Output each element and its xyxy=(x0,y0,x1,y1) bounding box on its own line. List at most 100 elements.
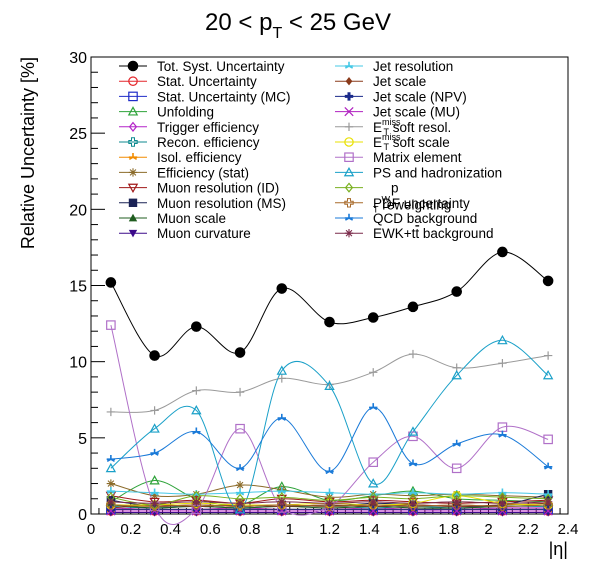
data-point xyxy=(543,489,553,497)
legend-label: Trigger efficiency xyxy=(157,120,259,135)
x-tick-label: 0.6 xyxy=(200,521,221,538)
data-point xyxy=(325,493,334,502)
legend-label: Stat. Uncertainty (MC) xyxy=(157,89,291,104)
data-point xyxy=(498,358,507,368)
data-point xyxy=(407,301,419,313)
legend-label: Muon scale xyxy=(157,211,226,226)
data-point xyxy=(498,488,507,496)
data-point xyxy=(543,434,553,445)
data-point xyxy=(235,464,245,472)
x-tick-label: 2.2 xyxy=(518,521,539,538)
legend-marker xyxy=(344,122,354,131)
chart-title-subscript: T xyxy=(272,25,282,42)
data-point xyxy=(106,479,116,488)
legend-marker xyxy=(344,152,354,162)
legend-entry: Recon. efficiency xyxy=(119,135,260,150)
data-point xyxy=(325,488,334,496)
data-point xyxy=(408,499,418,508)
data-point xyxy=(408,431,418,442)
data-point xyxy=(497,246,508,258)
data-point xyxy=(106,407,116,417)
legend-entry: Stat. Uncertainty xyxy=(119,74,257,89)
legend-entry: PS and hadronization xyxy=(335,165,502,180)
data-point xyxy=(324,380,335,390)
legend-marker xyxy=(344,137,354,147)
data-point xyxy=(234,503,246,514)
data-point xyxy=(192,386,201,395)
data-point xyxy=(276,283,288,294)
legend-marker xyxy=(344,182,354,193)
data-point xyxy=(452,439,461,447)
legend-label: Muon resolution (ID) xyxy=(157,181,279,196)
legend-entry: PDF uncertainty xyxy=(335,196,470,211)
legend-entry: Emiss T soft resol. xyxy=(335,117,451,137)
data-point xyxy=(150,448,159,456)
legend-marker xyxy=(127,183,139,194)
legend-label: Muon curvature xyxy=(157,226,251,241)
legend-label: PDF uncertainty xyxy=(373,196,470,211)
x-tick-label: 0 xyxy=(87,521,95,538)
legend-marker xyxy=(128,91,138,102)
data-point xyxy=(498,430,507,438)
legend-label: Isol. efficiency xyxy=(157,150,242,165)
y-tick-label: 10 xyxy=(69,355,87,372)
series-line xyxy=(110,339,549,510)
legend-entry: Muon scale xyxy=(119,211,226,226)
legend-marker xyxy=(343,166,355,177)
legend-entry: Matrix element xyxy=(335,150,462,165)
x-tick-label: 0.4 xyxy=(160,521,181,538)
legend-marker xyxy=(128,213,138,222)
x-tick-label: 2 xyxy=(484,521,492,538)
data-point xyxy=(192,427,201,435)
legend-marker xyxy=(344,61,354,69)
data-point xyxy=(325,499,334,508)
legend-entry: Isol. efficiency xyxy=(119,150,242,165)
data-point xyxy=(235,387,245,397)
x-tick-label: 0.2 xyxy=(120,521,141,538)
legend-label: Unfolding xyxy=(157,105,214,120)
series-line xyxy=(110,251,549,358)
data-point xyxy=(452,497,461,507)
axes: 0 0.2 0.4 0.6 0.8 1 1.2 1.4 1.6 1.8 2 2.2 2.4 0 5 10 15 2… xyxy=(69,50,578,538)
y-axis-label: Relative Uncertainty [%] xyxy=(18,57,38,249)
legend-marker xyxy=(344,106,354,117)
legend-entry: Muon curvature xyxy=(119,226,251,241)
data-point xyxy=(150,406,159,415)
data-point xyxy=(150,499,159,508)
legend-entry: Tot. Syst. Uncertainty xyxy=(119,59,285,74)
series-line xyxy=(110,406,549,472)
data-point xyxy=(369,403,378,411)
data-point xyxy=(106,320,116,330)
data-point xyxy=(451,369,462,380)
data-point xyxy=(407,426,419,436)
y-tick-label: 25 xyxy=(69,126,87,143)
y-tick-label: 5 xyxy=(78,431,87,448)
legend-marker xyxy=(128,198,138,207)
data-point xyxy=(368,478,379,488)
data-point xyxy=(234,347,246,358)
legend-entry: Unfolding xyxy=(119,105,214,120)
legend-entry: Muon resolution (ID) xyxy=(119,181,279,196)
data-point xyxy=(106,497,116,507)
x-tick-label: 1.4 xyxy=(359,521,380,538)
data-point xyxy=(150,491,159,500)
data-point xyxy=(325,467,334,475)
legend-entry: EWK+tt background xyxy=(335,226,493,241)
legend-label: Matrix element xyxy=(373,150,462,165)
legend-marker xyxy=(128,137,138,147)
data-point xyxy=(542,369,554,380)
x-tick-label: 1.6 xyxy=(399,521,420,538)
x-tick-label: 1.2 xyxy=(319,521,340,538)
data-point xyxy=(408,491,418,500)
legend-entry: Jet scale (NPV) xyxy=(335,89,467,104)
data-point xyxy=(277,497,286,507)
legend-marker xyxy=(128,121,138,132)
data-point xyxy=(408,349,418,359)
legend-marker xyxy=(128,229,138,238)
legend-entry: Trigger efficiency xyxy=(119,120,259,135)
data-point xyxy=(105,462,117,473)
legend-label: Jet scale xyxy=(373,74,426,89)
